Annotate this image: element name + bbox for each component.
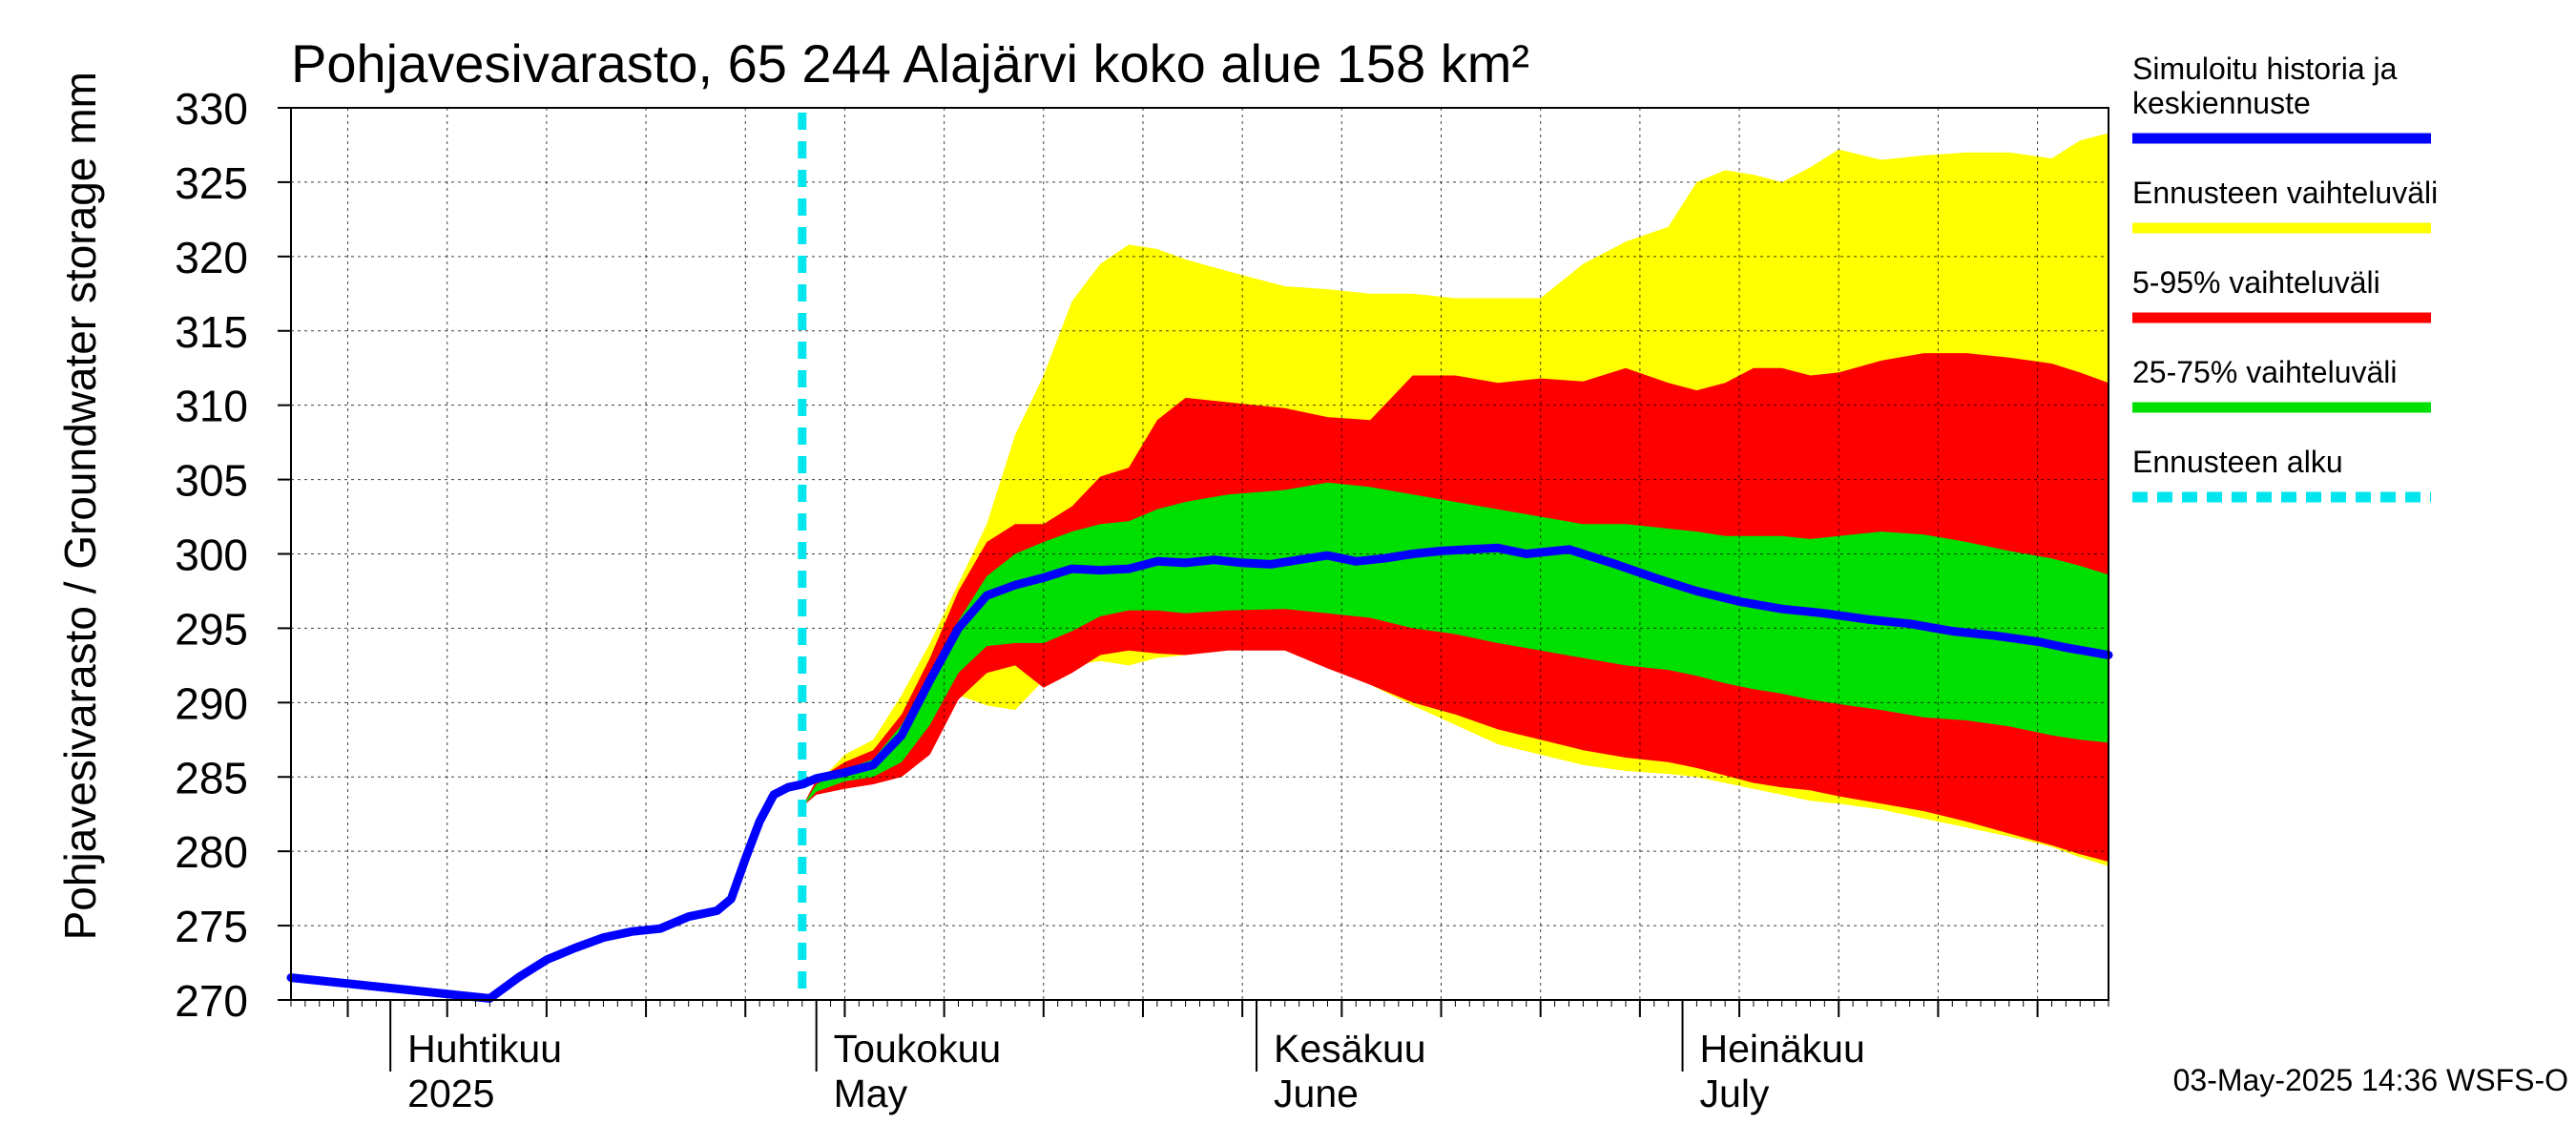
- y-tick-label: 270: [175, 976, 248, 1026]
- month-label-fi: Huhtikuu: [407, 1027, 562, 1071]
- legend-label: keskiennuste: [2132, 86, 2311, 120]
- month-label-fi: Kesäkuu: [1274, 1027, 1426, 1071]
- legend-label: 25-75% vaihteluväli: [2132, 355, 2398, 389]
- month-label-fi: Toukokuu: [834, 1027, 1002, 1071]
- chart-title: Pohjavesivarasto, 65 244 Alajärvi koko a…: [291, 33, 1529, 94]
- band-3: [801, 482, 2109, 807]
- month-label-en: 2025: [407, 1072, 494, 1115]
- y-axis-label: Pohjavesivarasto / Groundwater storage: [55, 157, 105, 941]
- legend-label: 5-95% vaihteluväli: [2132, 265, 2380, 300]
- y-tick-label: 300: [175, 531, 248, 580]
- month-label-en: July: [1700, 1072, 1770, 1115]
- month-label-en: May: [834, 1072, 908, 1115]
- y-tick-label: 310: [175, 382, 248, 431]
- y-axis-unit: mm: [55, 72, 105, 145]
- y-tick-label: 305: [175, 456, 248, 506]
- legend-label: Ennusteen vaihteluväli: [2132, 176, 2438, 210]
- y-tick-label: 295: [175, 604, 248, 654]
- y-tick-label: 330: [175, 84, 248, 134]
- legend-label: Simuloitu historia ja: [2132, 52, 2398, 86]
- y-tick-label: 285: [175, 753, 248, 802]
- timestamp: 03-May-2025 14:36 WSFS-O: [2173, 1063, 2568, 1097]
- mean-series: [286, 543, 2113, 1003]
- y-tick-label: 325: [175, 158, 248, 208]
- y-tick-label: 320: [175, 233, 248, 282]
- month-label-en: June: [1274, 1072, 1359, 1115]
- month-label-fi: Heinäkuu: [1700, 1027, 1865, 1071]
- y-tick-label: 280: [175, 827, 248, 877]
- y-tick-label: 315: [175, 307, 248, 357]
- y-tick-label: 275: [175, 902, 248, 951]
- y-tick-label: 290: [175, 678, 248, 728]
- series-line-1: [286, 543, 2113, 1003]
- y-axis-ticks: 270 275 280 285 290 295 300 305 310 315 320 325 330: [175, 84, 291, 1026]
- legend-label: Ennusteen alku: [2132, 445, 2343, 479]
- forecast-bands: [801, 133, 2109, 866]
